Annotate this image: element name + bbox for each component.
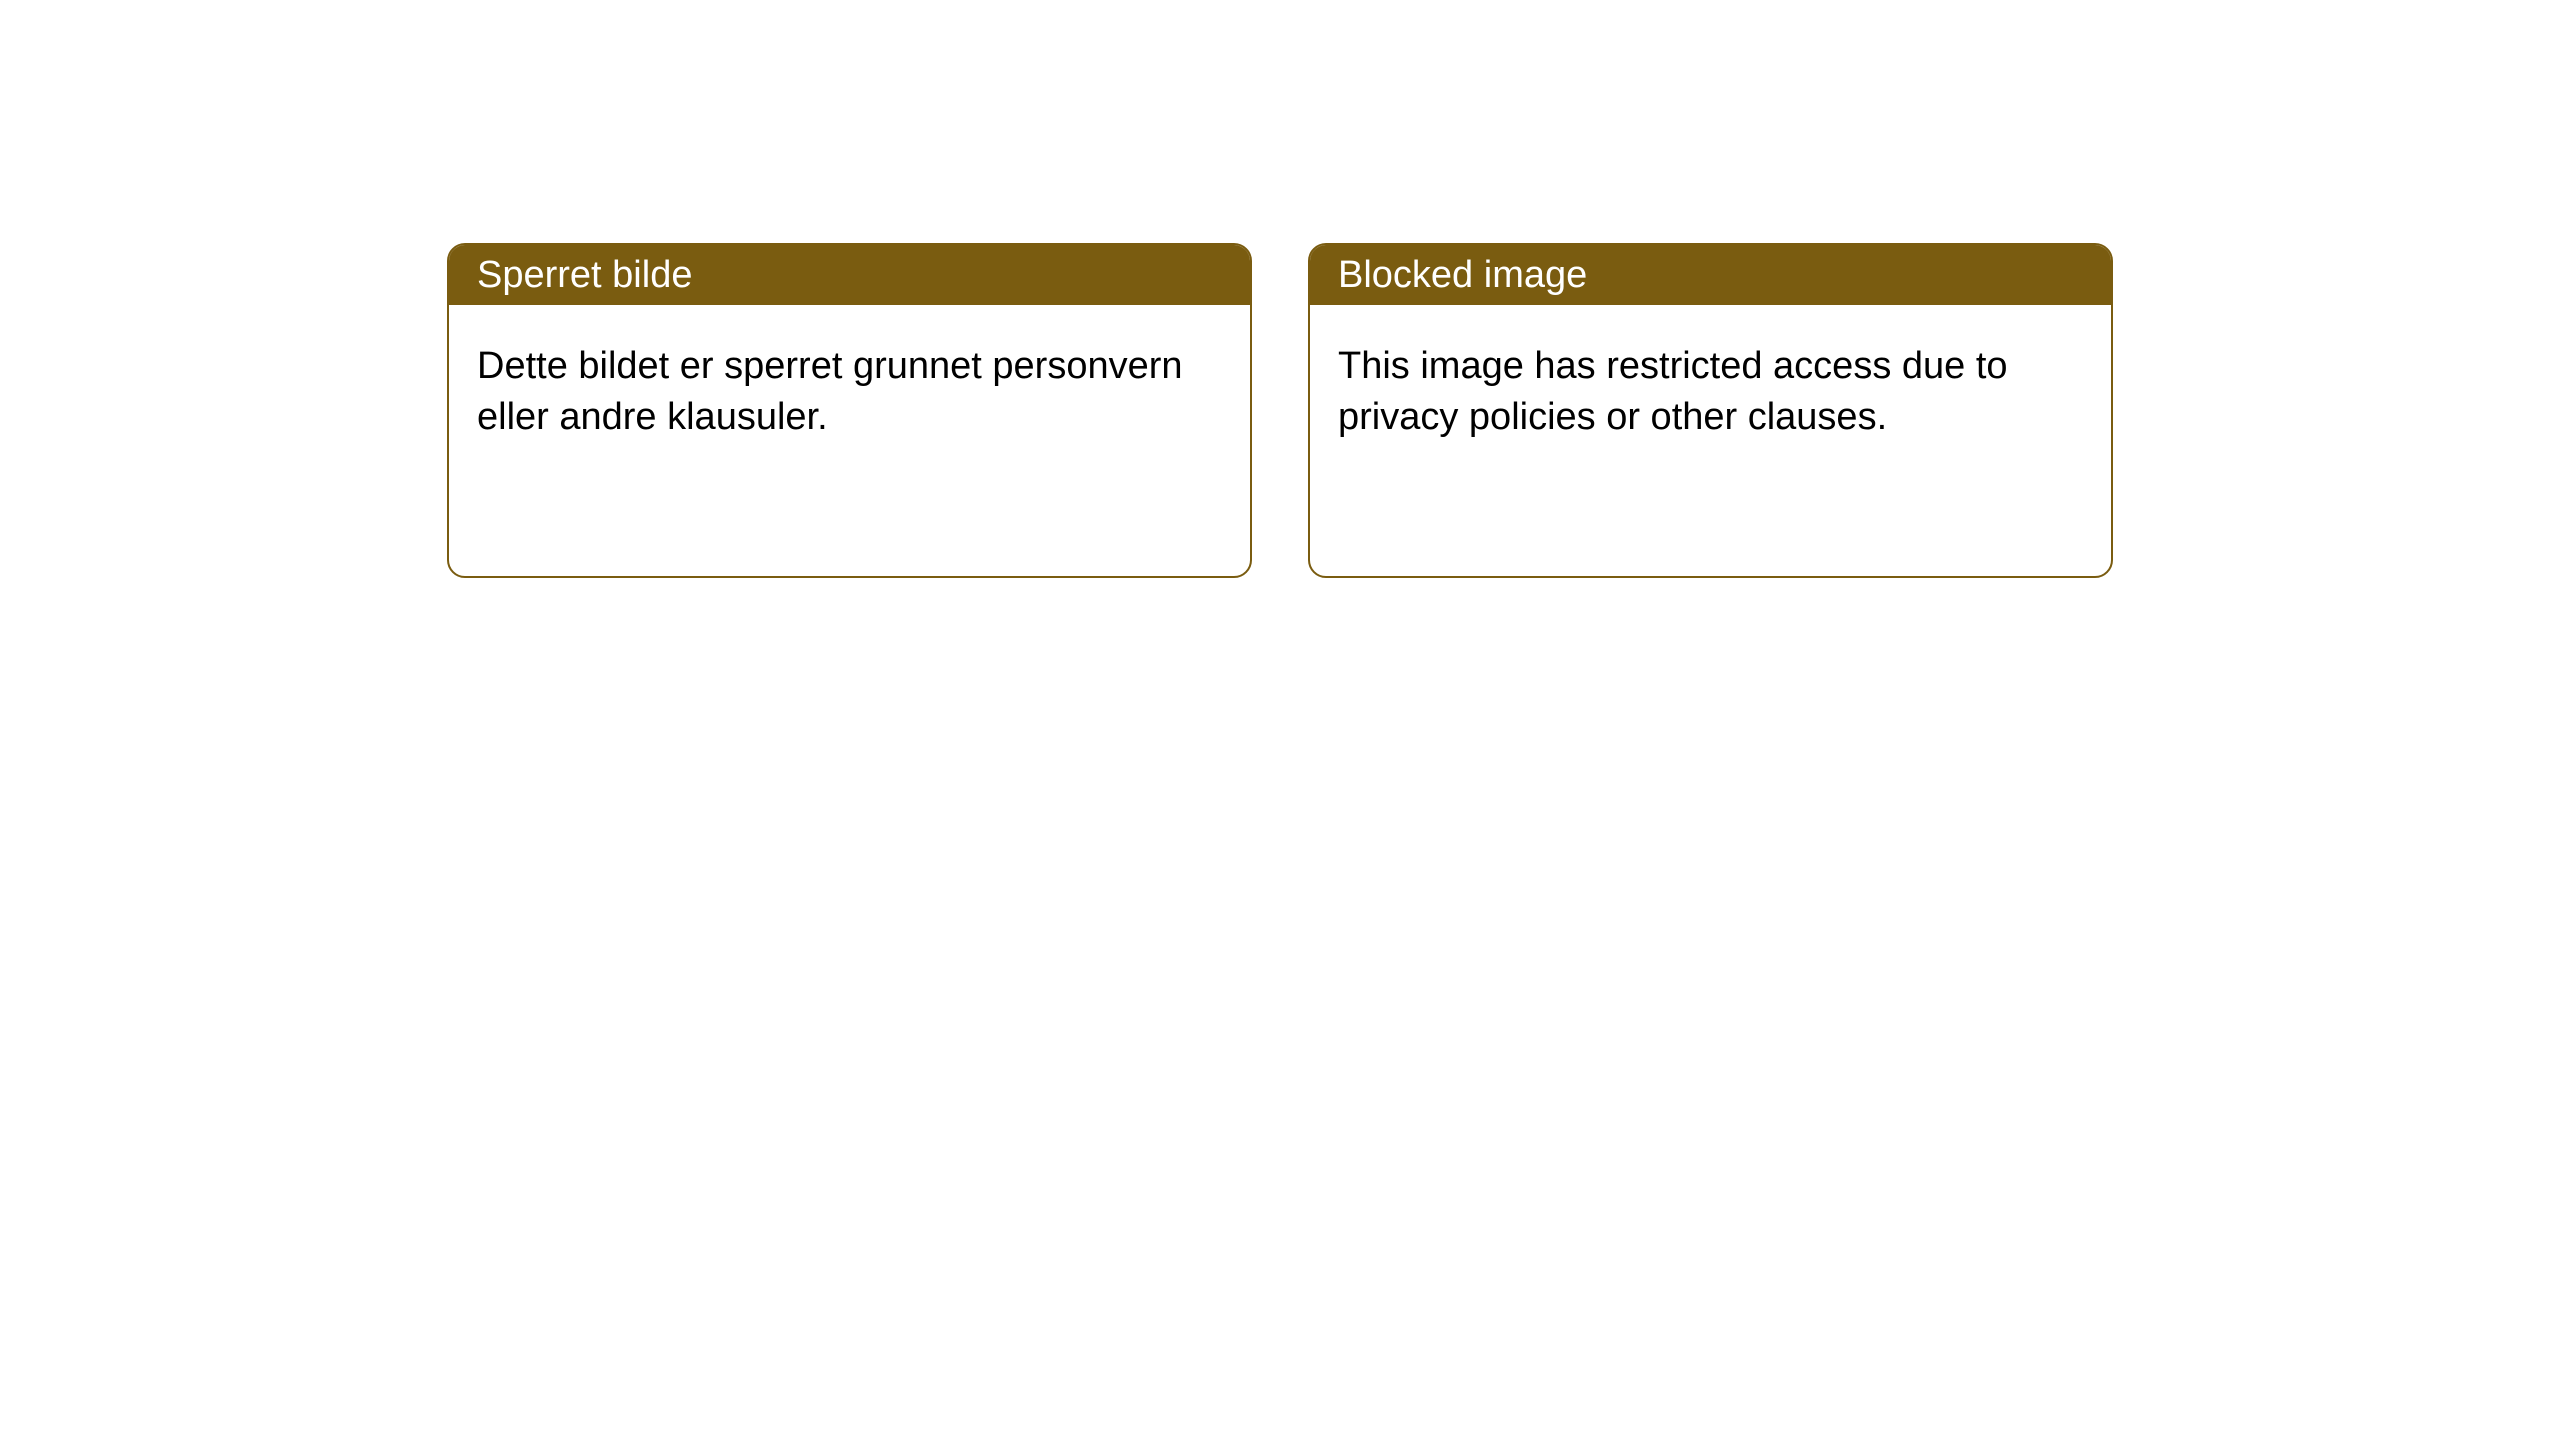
notice-container: Sperret bilde Dette bildet er sperret gr… — [0, 0, 2560, 578]
card-body: This image has restricted access due to … — [1310, 305, 2111, 480]
card-body-text: Dette bildet er sperret grunnet personve… — [477, 345, 1183, 438]
card-header: Sperret bilde — [449, 245, 1250, 305]
card-title: Blocked image — [1338, 254, 1587, 297]
card-title: Sperret bilde — [477, 254, 692, 297]
card-header: Blocked image — [1310, 245, 2111, 305]
card-body-text: This image has restricted access due to … — [1338, 345, 2008, 438]
card-body: Dette bildet er sperret grunnet personve… — [449, 305, 1250, 480]
blocked-image-card-no: Sperret bilde Dette bildet er sperret gr… — [447, 243, 1252, 578]
blocked-image-card-en: Blocked image This image has restricted … — [1308, 243, 2113, 578]
